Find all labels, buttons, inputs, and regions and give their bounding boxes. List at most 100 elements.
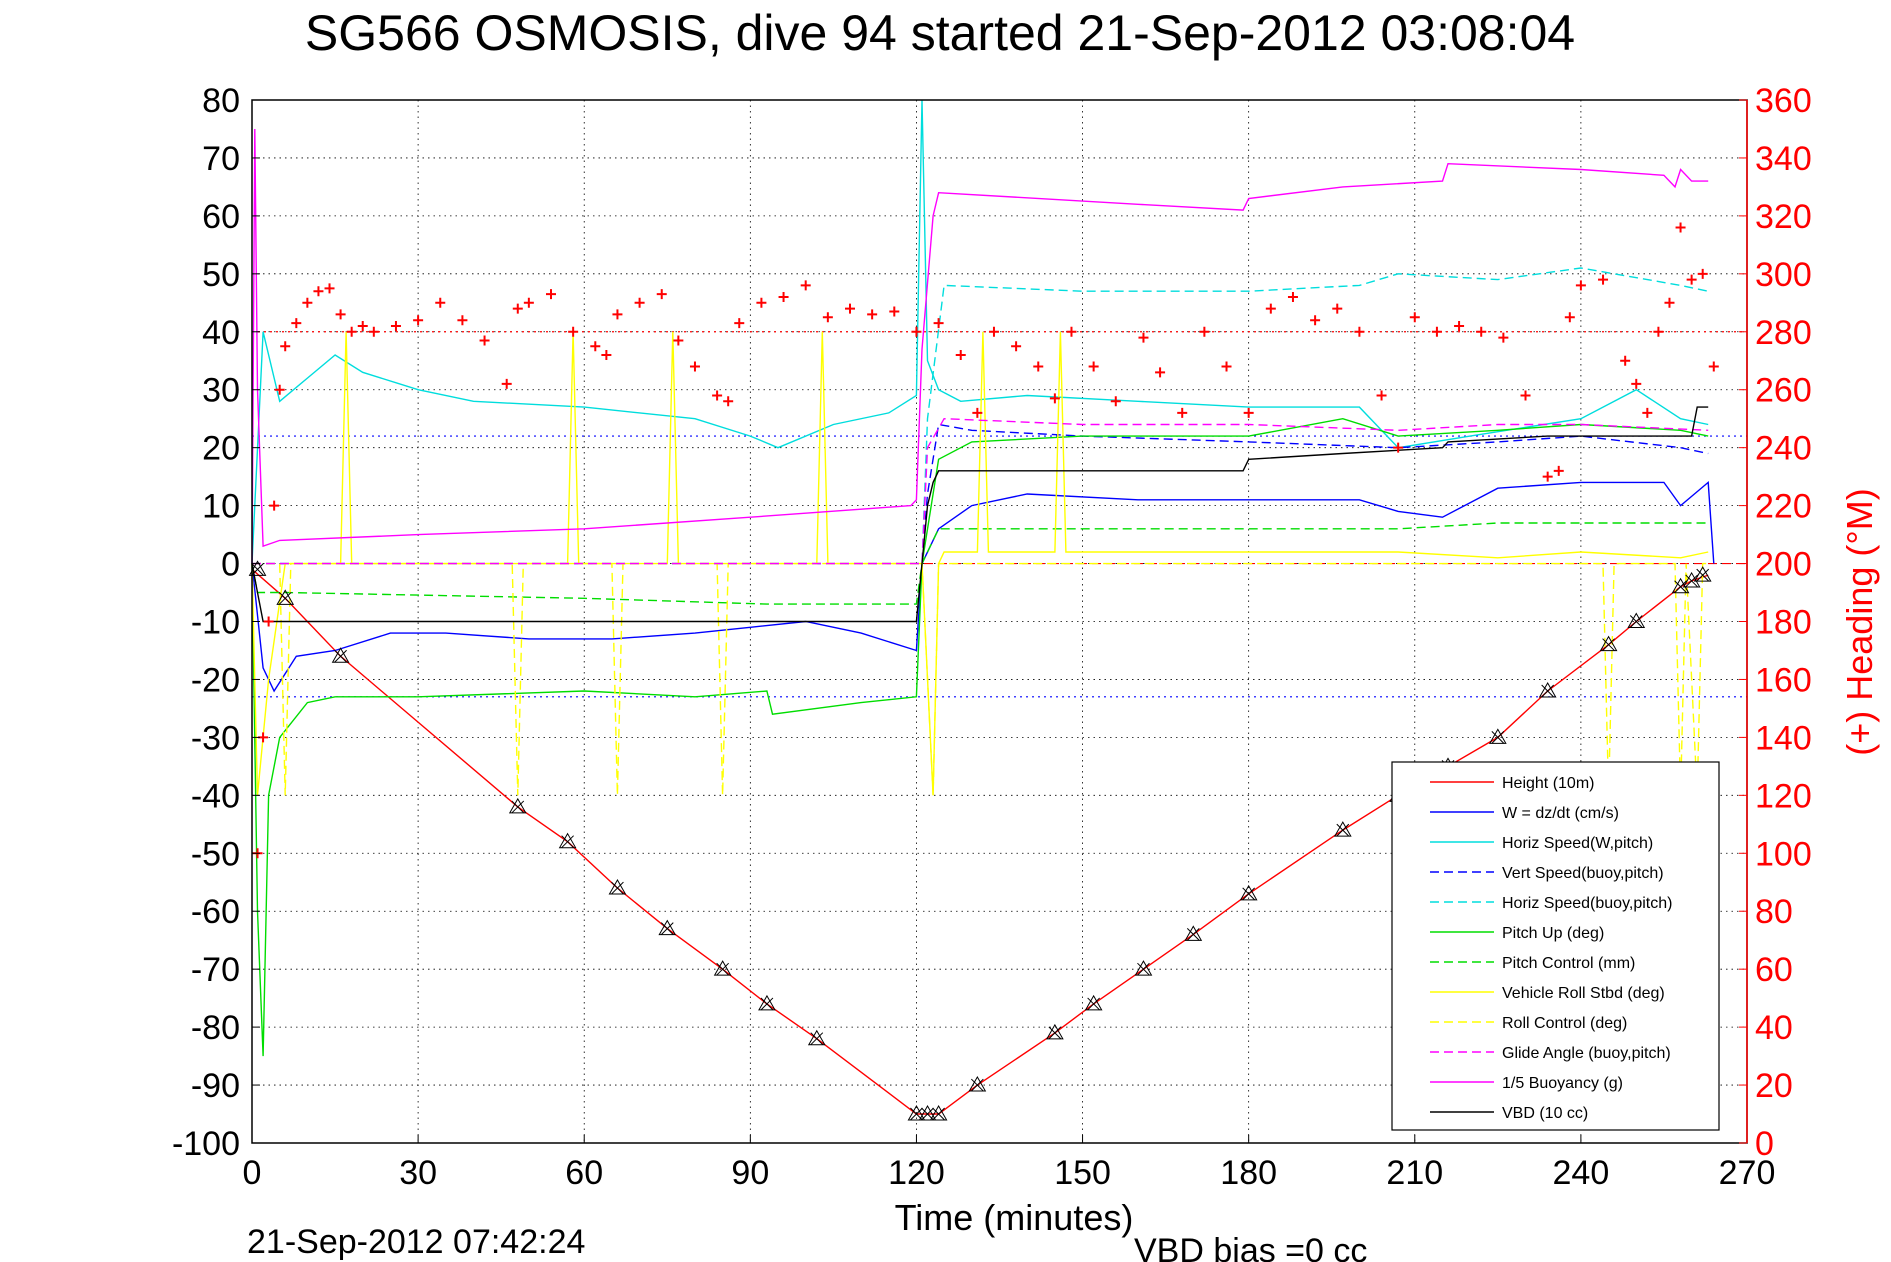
- heading-point: [1287, 292, 1298, 303]
- glide-marker: [807, 1029, 826, 1046]
- y2-tick-label: 300: [1755, 256, 1812, 294]
- legend-label: Glide Angle (buoy,pitch): [1502, 1045, 1671, 1062]
- y2-tick-label: 220: [1755, 488, 1812, 526]
- x-tick-label: 60: [565, 1154, 603, 1192]
- y-tick-label: -40: [191, 777, 240, 815]
- heading-point: [302, 297, 313, 308]
- heading-point: [601, 349, 612, 360]
- x-axis-label: Time (minutes): [895, 1197, 1134, 1238]
- heading-point: [1332, 303, 1343, 314]
- heading-point: [1498, 332, 1509, 343]
- x-ticks: 0 30 60 90 120 150 180 210 240 270: [243, 1135, 1776, 1192]
- glide-marker-cross: [251, 562, 264, 576]
- glide-marker-cross: [1629, 615, 1643, 628]
- heading-point: [1155, 367, 1166, 378]
- y2-axis-label: (+) Heading (°M): [1839, 488, 1880, 755]
- heading-point: [634, 297, 645, 308]
- y-tick-label: -60: [191, 893, 240, 931]
- y-tick-label: -80: [191, 1009, 240, 1047]
- legend-label: W = dz/dt (cm/s): [1502, 805, 1619, 822]
- legend-label: Pitch Up (deg): [1502, 925, 1604, 942]
- series-line-9: [252, 417, 1709, 565]
- y2-tick-label: 320: [1755, 198, 1812, 236]
- y2-tick-label: 360: [1755, 82, 1812, 120]
- heading-point: [435, 297, 446, 308]
- x-tick-label: 150: [1054, 1154, 1111, 1192]
- heading-point: [457, 315, 468, 326]
- heading-point: [1221, 361, 1232, 372]
- glide-marker: [1134, 960, 1153, 976]
- glide-marker: [248, 560, 267, 576]
- heading-point: [335, 309, 346, 320]
- glide-marker-cross: [1336, 823, 1350, 837]
- heading-point: [800, 280, 811, 291]
- heading-point: [712, 390, 723, 401]
- legend-label: Vehicle Roll Stbd (deg): [1502, 985, 1665, 1002]
- heading-point: [1376, 390, 1387, 401]
- y-tick-label: 10: [202, 488, 240, 526]
- heading-point: [1675, 222, 1686, 233]
- heading-point: [501, 378, 512, 389]
- y2-tick-label: 240: [1755, 430, 1812, 468]
- heading-point: [656, 289, 667, 300]
- heading-point: [479, 335, 490, 346]
- heading-point: [274, 384, 285, 395]
- glide-marker-cross: [1541, 684, 1555, 698]
- glide-marker: [907, 1105, 926, 1121]
- legend-label: Roll Control (deg): [1502, 1015, 1627, 1032]
- heading-point: [734, 318, 745, 329]
- y2-tick-label: 160: [1755, 661, 1812, 699]
- glide-marker: [1538, 682, 1557, 698]
- series-layer: [251, 99, 1715, 1115]
- legend-label: Vert Speed(buoy,pitch): [1502, 865, 1664, 882]
- heading-point: [723, 396, 734, 407]
- y-tick-label: 80: [202, 82, 240, 120]
- heading-point: [1520, 390, 1531, 401]
- heading-point: [1642, 407, 1653, 418]
- glide-marker-cross: [810, 1032, 824, 1046]
- heading-point: [972, 407, 983, 418]
- heading-point: [1177, 407, 1188, 418]
- y2-tick-label: 200: [1755, 546, 1812, 584]
- heading-point: [324, 283, 335, 294]
- glide-marker: [713, 960, 732, 976]
- glide-marker: [1084, 994, 1103, 1011]
- heading-point: [612, 309, 623, 320]
- glide-marker-cross: [1087, 997, 1100, 1011]
- heading-point: [988, 326, 999, 337]
- glide-marker-cross: [1674, 580, 1687, 594]
- heading-point: [1575, 280, 1586, 291]
- y-tick-label: 20: [202, 430, 240, 468]
- series-line-4: [252, 267, 1709, 565]
- heading-point: [1697, 268, 1708, 279]
- legend-box: [1391, 761, 1720, 1131]
- legend: Height (10m) W = dz/dt (cm/s) Horiz Speed(…: [1391, 761, 1720, 1131]
- x-tick-label: 270: [1719, 1154, 1776, 1192]
- glide-marker: [1184, 925, 1203, 941]
- heading-point: [689, 361, 700, 372]
- heading-point: [413, 315, 424, 326]
- glide-marker-cross: [1685, 574, 1698, 588]
- y-tick-label: 0: [221, 546, 240, 584]
- heading-point: [1553, 465, 1564, 476]
- heading-point: [1409, 312, 1420, 323]
- heading-point: [1138, 332, 1149, 343]
- heading-point: [1033, 361, 1044, 372]
- heading-point: [1265, 303, 1276, 314]
- y-tick-label: 40: [202, 314, 240, 352]
- glide-marker-cross: [1186, 928, 1200, 941]
- glide-marker-cross: [1602, 638, 1615, 652]
- y-tick-label: -20: [191, 661, 240, 699]
- heading-point: [1564, 312, 1575, 323]
- series-line-1: [251, 480, 1715, 693]
- legend-label: VBD (10 cc): [1502, 1105, 1588, 1122]
- heading-point: [568, 326, 579, 337]
- glide-marker-cross: [1242, 887, 1256, 901]
- heading-point: [523, 297, 534, 308]
- heading-point: [1708, 361, 1719, 372]
- y2-tick-label: 180: [1755, 604, 1812, 642]
- heading-point: [1476, 326, 1487, 337]
- glide-marker: [1693, 566, 1712, 582]
- glide-marker: [1488, 728, 1507, 744]
- y2-tick-label: 20: [1755, 1067, 1793, 1105]
